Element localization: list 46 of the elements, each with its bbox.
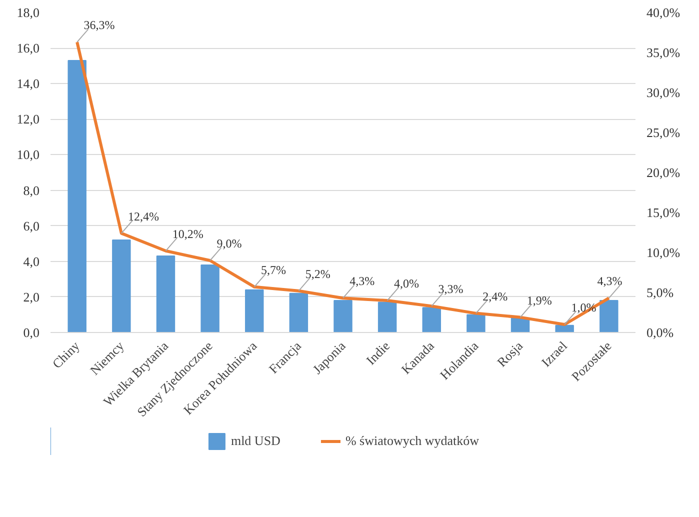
legend-label: mld USD: [230, 433, 280, 449]
y-tick-label: 10,0: [16, 147, 40, 162]
data-label: 12,4%: [128, 209, 160, 224]
y-tick-label: 14,0: [16, 76, 40, 92]
y-tick-label: 18,0: [16, 5, 40, 20]
bar: [112, 240, 131, 332]
data-label: 10,2%: [172, 226, 204, 241]
x-tick-label: Indie: [363, 338, 393, 368]
y2-tick-label: 0,0%: [646, 325, 674, 340]
data-label: 5,7%: [261, 262, 286, 277]
data-label: 36,3%: [84, 18, 115, 32]
y-tick-label: 6,0: [23, 218, 40, 234]
y-tick-label: 16,0: [16, 40, 40, 56]
legend-label: % światowych wydatków: [345, 433, 480, 449]
bar: [466, 314, 486, 332]
data-label: 9,0%: [216, 236, 242, 250]
data-label: 4,3%: [350, 274, 375, 288]
y-tick-label: 4,0: [23, 254, 40, 269]
data-label: 4,0%: [394, 276, 419, 290]
y2-tick-label: 35,0%: [646, 45, 680, 60]
y-tick-label: 2,0: [23, 289, 40, 304]
bar: [600, 300, 618, 332]
data-label: 3,3%: [438, 282, 464, 296]
bar: [156, 256, 176, 332]
y2-tick-label: 10,0%: [646, 245, 680, 260]
bar: [378, 302, 397, 332]
y2-tick-label: 30,0%: [646, 85, 680, 100]
bar: [245, 289, 264, 332]
y-tick-label: 8,0: [23, 182, 40, 198]
y-tick-label: 0,0: [23, 325, 40, 340]
y2-tick-label: 15,0%: [646, 205, 680, 220]
data-label: 4,3%: [597, 274, 622, 288]
y-tick-label: 12,0: [16, 112, 40, 127]
y2-tick-label: 25,0%: [646, 125, 680, 140]
y2-tick-label: 40,0%: [646, 5, 680, 20]
bar: [200, 264, 220, 332]
bar: [289, 292, 308, 332]
y2-tick-label: 5,0%: [646, 285, 674, 300]
bar: [422, 307, 441, 332]
bar: [68, 60, 86, 332]
data-label: 5,2%: [305, 266, 330, 281]
data-label: 2,4%: [482, 289, 508, 304]
y2-tick-label: 20,0%: [646, 165, 680, 180]
data-label: 1,9%: [526, 293, 552, 308]
bar: [334, 300, 352, 332]
bar: [555, 324, 574, 332]
